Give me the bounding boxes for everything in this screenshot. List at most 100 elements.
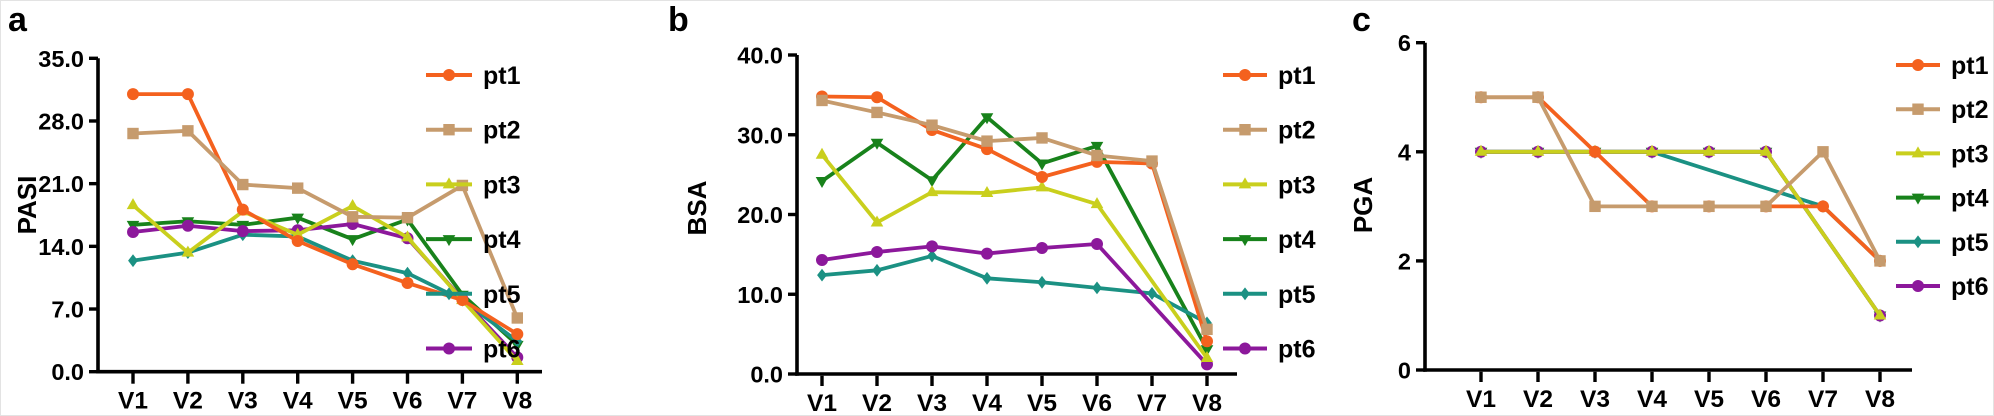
legend-marker-pt4	[1238, 235, 1252, 247]
legend-marker-pt3	[1238, 177, 1252, 189]
series-pt5-marker	[982, 271, 992, 285]
chart-pga: 0 2 4 6 V1 V2 V3 V4 V5 V6 V7 V8 PGA pt1 pt2 pt3 pt4 pt5 pt…	[1348, 30, 1989, 413]
series-pt2-marker	[1146, 155, 1158, 167]
series-pt2-marker	[401, 211, 414, 224]
x-tick-label: V5	[338, 388, 368, 415]
legend-label-pt2: pt2	[1278, 117, 1316, 145]
panel-letter-a: a	[8, 1, 27, 39]
series-pt6-marker	[871, 245, 883, 258]
legend-label-pt4: pt4	[1278, 226, 1316, 254]
legend-label-pt3: pt3	[483, 171, 521, 199]
y-tick-label: 35.0	[38, 46, 84, 72]
series-pt5-line	[820, 254, 1209, 325]
series-pt4-marker	[291, 213, 304, 225]
x-tick-label: V4	[283, 388, 313, 415]
legend-marker-pt1	[1239, 69, 1251, 81]
series-pt1-marker	[401, 277, 414, 290]
series-pt6-marker	[926, 240, 938, 253]
legend-label-pt6: pt6	[483, 336, 521, 364]
series-pt4-marker	[1090, 141, 1104, 153]
y-tick-label: 30.0	[737, 122, 783, 148]
legend-label-pt1: pt1	[483, 62, 521, 90]
x-tick-label: V4	[972, 390, 1002, 416]
x-tick-label: V2	[862, 390, 892, 416]
series-pt2-marker	[127, 127, 139, 140]
series-pt3-marker	[1702, 144, 1716, 156]
series-pt1-marker	[456, 294, 469, 307]
series-pt2-marker	[511, 312, 523, 324]
series-pt2-line	[820, 98, 1209, 332]
series-pt2-marker	[1874, 255, 1886, 267]
y-tick-label: 28.0	[38, 108, 84, 134]
series-pt3-marker	[181, 245, 195, 257]
legend-marker-pt4	[442, 235, 456, 247]
series-pt2-marker	[1036, 132, 1048, 144]
series-pt1-marker	[181, 88, 194, 101]
legend-label-pt1: pt1	[1278, 62, 1316, 90]
series-pt6-marker	[181, 219, 194, 232]
panel-letter-b: b	[668, 1, 689, 39]
series-pt4-line	[1479, 149, 1882, 318]
legend-marker-pt2	[443, 124, 455, 136]
legend-label-pt6: pt6	[1951, 273, 1989, 301]
series-pt1-marker	[346, 258, 359, 271]
series-pt2-marker	[346, 211, 359, 223]
series-pt6-marker	[236, 225, 249, 238]
series-pt5-marker	[927, 249, 937, 263]
chart-pasi: 0.0 7.0 14.0 21.0 28.0 35.0 V1 V2 V3 V4 V5 V6 V7 V8 PA…	[12, 46, 542, 415]
x-tick-label: V1	[118, 388, 148, 415]
legend-marker-pt4	[1911, 193, 1925, 205]
series-pt3-marker	[1759, 144, 1773, 156]
x-tick-label: V2	[1523, 386, 1553, 413]
x-tick-label: V5	[1027, 390, 1057, 416]
x-tick-label: V3	[917, 390, 947, 416]
legend-marker-pt2	[1239, 124, 1251, 136]
series-pt2-marker	[871, 106, 883, 119]
series-pt2-marker	[182, 125, 194, 137]
x-tick-label: V3	[228, 388, 258, 415]
series-pt5-marker	[1147, 287, 1157, 300]
legend-marker-pt3	[1911, 146, 1925, 158]
y-tick-label: 6	[1398, 30, 1411, 56]
legend-marker-pt2	[1912, 103, 1924, 115]
series-pt1-marker	[871, 91, 883, 104]
legend-marker-pt1	[443, 69, 455, 81]
series-pt1-marker	[511, 328, 524, 341]
legend-label-pt4: pt4	[1951, 185, 1989, 213]
series-pt3-marker	[401, 230, 414, 242]
legend-marker-pt5	[444, 287, 454, 301]
series-pt1-marker	[1201, 335, 1213, 348]
series-pt3-marker	[1531, 144, 1545, 156]
y-tick-label: 7.0	[51, 297, 84, 323]
legend-marker-pt5	[1913, 235, 1923, 249]
series-pt1-marker	[127, 88, 139, 101]
series-pt1-marker	[1036, 171, 1048, 184]
y-tick-label: 4	[1398, 139, 1411, 165]
series-pt4-line	[131, 215, 520, 347]
series-pt3-marker	[815, 147, 829, 159]
legend-marker-pt1	[1912, 59, 1924, 71]
series-pt2-marker	[1532, 91, 1544, 103]
y-tick-label: 2	[1398, 248, 1411, 274]
series-pt1-marker	[236, 203, 249, 216]
legend-label-pt5: pt5	[483, 281, 521, 309]
x-tick-label: V7	[1137, 390, 1167, 416]
series-pt4-line	[820, 115, 1209, 352]
series-pt6-line	[820, 242, 1209, 367]
series-pt2-marker	[237, 178, 249, 191]
series-pt4-marker	[980, 113, 994, 125]
series-pt5-marker	[402, 266, 413, 280]
series-pt2-marker	[1817, 146, 1829, 158]
series-pt6-marker	[981, 247, 993, 260]
series-pt2-marker	[292, 182, 304, 194]
series-pt2-marker	[1589, 200, 1601, 213]
legend-label-pt3: pt3	[1951, 140, 1989, 168]
series-pt4-marker	[1200, 345, 1214, 357]
legend-marker-pt3	[442, 177, 456, 189]
x-tick-label: V1	[1466, 386, 1496, 413]
series-pt4-marker	[346, 235, 359, 247]
series-pt6-line	[1479, 149, 1882, 318]
series-pt4-marker	[870, 138, 884, 150]
series-pt3-marker	[1873, 308, 1887, 320]
x-tick-label: V5	[1694, 386, 1724, 413]
